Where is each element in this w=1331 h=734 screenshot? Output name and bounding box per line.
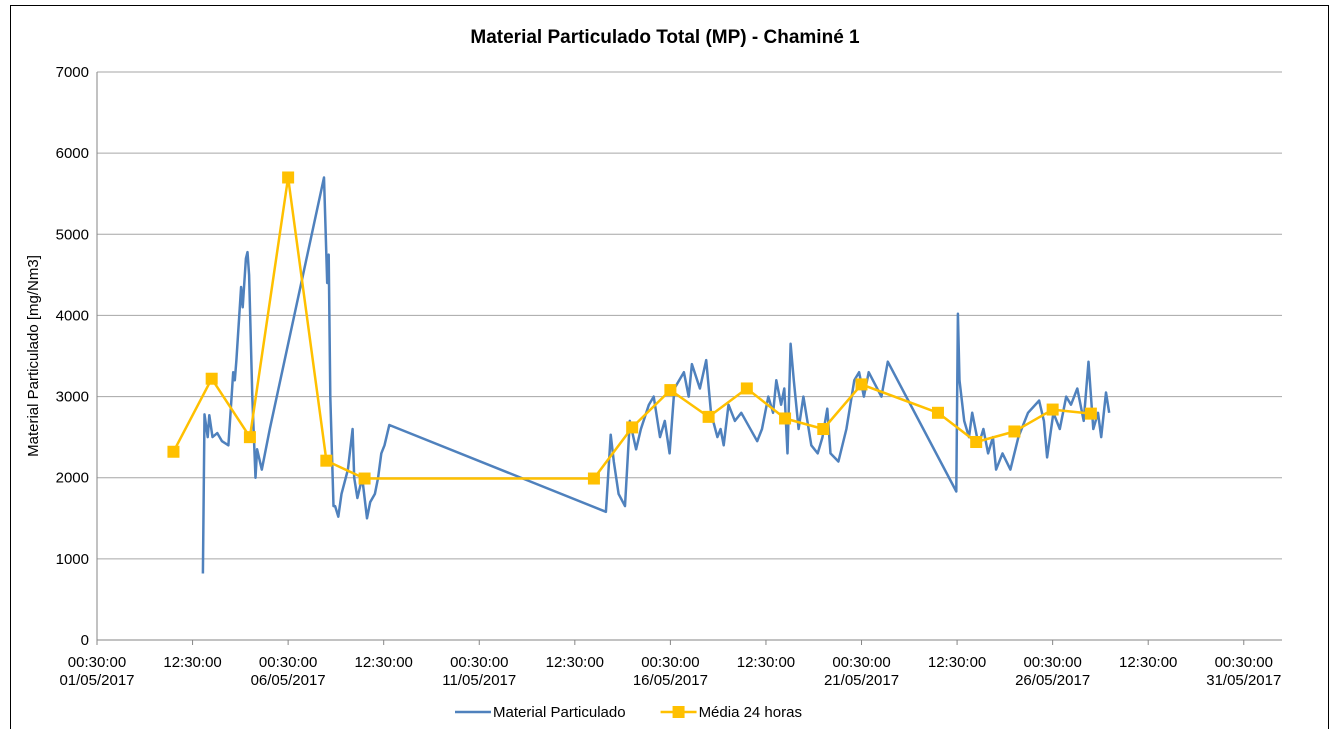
legend-label: Média 24 horas — [699, 704, 802, 721]
series-marker — [167, 445, 180, 458]
x-tick-label: 00:30:00 31/05/2017 — [1206, 654, 1281, 689]
x-tick-label-line: 12:30:00 — [546, 654, 604, 671]
series-marker — [817, 423, 830, 436]
y-tick-label: 3000 — [56, 389, 89, 406]
x-tick-label: 12:30:00 — [546, 654, 604, 671]
x-tick-label-line: 00:30:00 — [259, 654, 317, 671]
y-tick-label: 0 — [81, 632, 89, 649]
y-tick-label: 1000 — [56, 551, 89, 568]
series-marker — [1084, 407, 1097, 420]
x-tick-label-line: 00:30:00 — [1023, 654, 1081, 671]
x-tick-label-line: 16/05/2017 — [633, 672, 708, 689]
x-tick-label: 00:30:00 21/05/2017 — [824, 654, 899, 689]
x-tick-label-line: 12:30:00 — [737, 654, 795, 671]
x-tick-label: 00:30:00 26/05/2017 — [1015, 654, 1090, 689]
x-tick-label-line: 01/05/2017 — [59, 672, 134, 689]
series-marker — [855, 378, 868, 391]
series-marker — [664, 384, 677, 397]
chart-frame — [10, 5, 1329, 734]
series-marker — [970, 436, 983, 449]
x-tick-label: 12:30:00 — [737, 654, 795, 671]
series-marker — [243, 431, 256, 444]
legend-marker — [672, 706, 685, 718]
x-tick-label-line: 12:30:00 — [928, 654, 986, 671]
x-tick-label-line: 00:30:00 — [832, 654, 890, 671]
x-tick-label-line: 00:30:00 — [1215, 654, 1273, 671]
series-marker — [587, 472, 600, 485]
y-tick-label: 7000 — [56, 64, 89, 81]
series-marker — [740, 382, 753, 395]
series-marker — [1046, 403, 1059, 416]
x-tick-label: 12:30:00 — [1119, 654, 1177, 671]
x-tick-label-line: 11/05/2017 — [442, 672, 516, 689]
x-tick-label-line: 31/05/2017 — [1206, 672, 1281, 689]
series-marker — [358, 472, 371, 485]
y-tick-label: 2000 — [56, 470, 89, 487]
chart-title: Material Particulado Total (MP) - Chamin… — [470, 27, 860, 48]
series-marker — [320, 454, 333, 467]
x-tick-label: 12:30:00 — [928, 654, 986, 671]
series-marker — [282, 171, 295, 184]
x-tick-label: 12:30:00 — [354, 654, 412, 671]
series-line — [201, 176, 1111, 574]
x-tick-label: 00:30:00 16/05/2017 — [633, 654, 708, 689]
x-tick-label-line: 06/05/2017 — [251, 672, 326, 689]
x-tick-label-line: 00:30:00 — [450, 654, 508, 671]
y-tick-label: 4000 — [56, 307, 89, 324]
x-tick-label: 00:30:00 06/05/2017 — [251, 654, 326, 689]
x-tick-label-line: 12:30:00 — [163, 654, 221, 671]
x-tick-label: 00:30:00 11/05/2017 — [442, 654, 516, 689]
series-marker — [626, 421, 639, 434]
x-tick-label-line: 12:30:00 — [354, 654, 412, 671]
x-tick-label-line: 00:30:00 — [641, 654, 699, 671]
x-tick-label: 00:30:00 01/05/2017 — [59, 654, 134, 689]
legend-label: Material Particulado — [493, 704, 626, 721]
series-marker — [702, 410, 715, 423]
y-tick-label: 6000 — [56, 145, 89, 162]
x-tick-label-line: 12:30:00 — [1119, 654, 1177, 671]
y-axis-label: Material Particulado [mg/Nm3] — [25, 255, 42, 457]
x-tick-label-line: 21/05/2017 — [824, 672, 899, 689]
y-tick-label: 5000 — [56, 226, 89, 243]
x-tick-label: 12:30:00 — [163, 654, 221, 671]
series-marker — [779, 412, 792, 425]
series-marker — [931, 406, 944, 419]
x-tick-label-line: 00:30:00 — [68, 654, 126, 671]
series-marker — [1008, 425, 1021, 438]
x-tick-label-line: 26/05/2017 — [1015, 672, 1090, 689]
series-marker — [205, 372, 218, 385]
